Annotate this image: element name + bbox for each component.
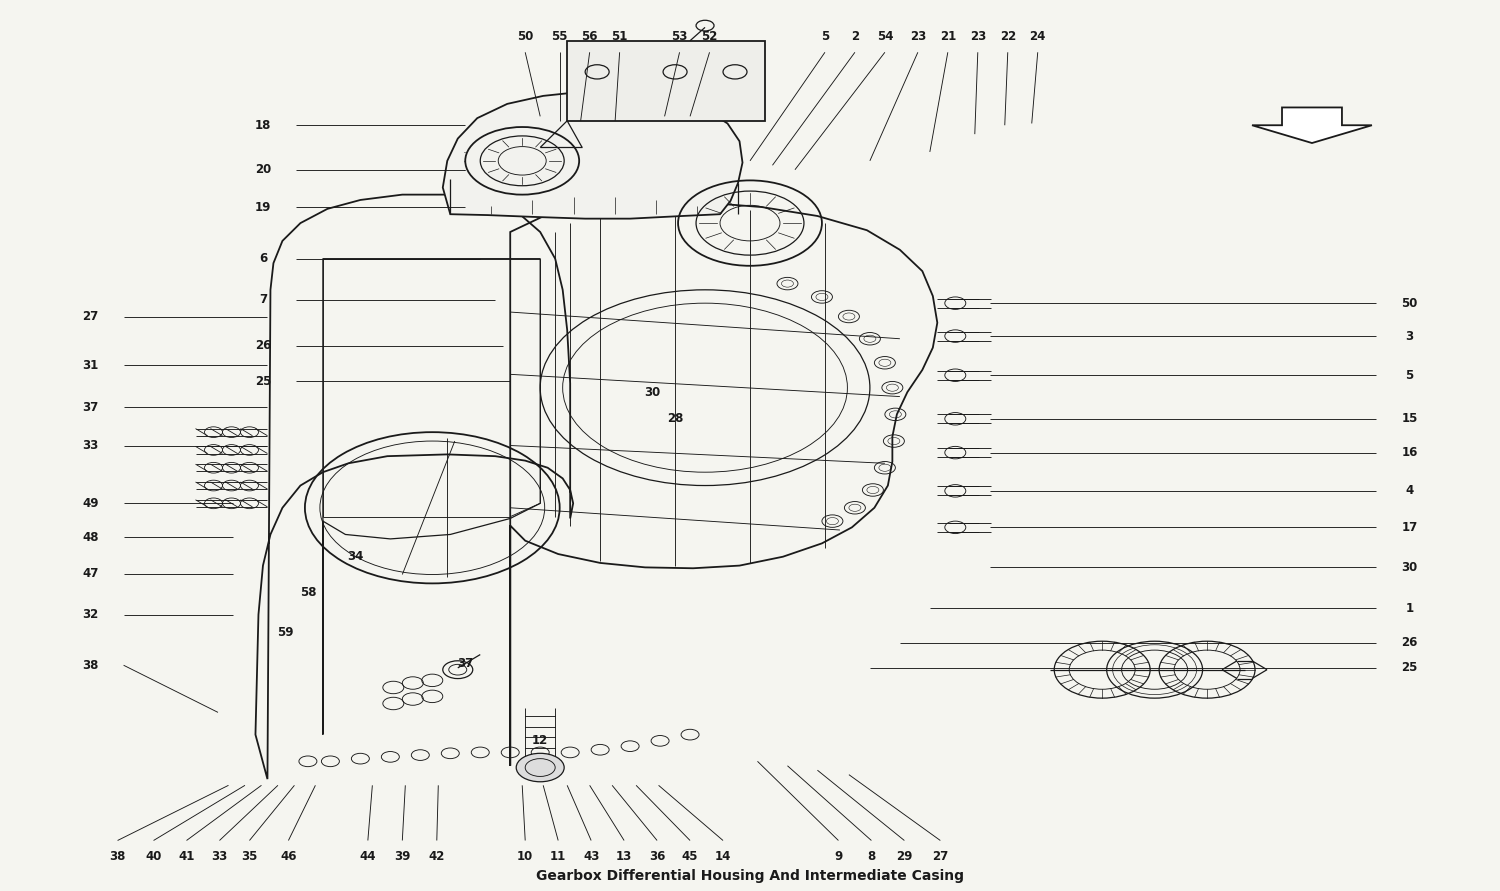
Text: 3: 3 bbox=[1406, 330, 1413, 342]
Text: 24: 24 bbox=[1029, 29, 1045, 43]
Text: 48: 48 bbox=[82, 531, 99, 544]
Text: 42: 42 bbox=[429, 850, 445, 863]
Text: 17: 17 bbox=[1401, 521, 1417, 534]
Text: 40: 40 bbox=[146, 850, 162, 863]
Text: 50: 50 bbox=[1401, 297, 1417, 310]
Text: 9: 9 bbox=[834, 850, 843, 863]
Text: 59: 59 bbox=[278, 625, 294, 639]
Text: 27: 27 bbox=[932, 850, 948, 863]
Text: 31: 31 bbox=[82, 359, 99, 372]
Text: 23: 23 bbox=[969, 29, 986, 43]
Polygon shape bbox=[567, 41, 765, 121]
Text: 37: 37 bbox=[82, 401, 99, 413]
Text: 26: 26 bbox=[255, 339, 272, 352]
Text: 6: 6 bbox=[260, 252, 267, 266]
Text: 38: 38 bbox=[110, 850, 126, 863]
Text: 7: 7 bbox=[260, 293, 267, 307]
Text: 25: 25 bbox=[1401, 661, 1417, 674]
Text: 29: 29 bbox=[896, 850, 912, 863]
Text: 56: 56 bbox=[582, 29, 598, 43]
Text: 4: 4 bbox=[1406, 485, 1413, 497]
Text: 58: 58 bbox=[300, 585, 316, 599]
Text: 28: 28 bbox=[668, 413, 684, 425]
Text: 14: 14 bbox=[716, 850, 730, 863]
Text: 11: 11 bbox=[550, 850, 567, 863]
Text: 49: 49 bbox=[82, 497, 99, 510]
Text: 43: 43 bbox=[584, 850, 600, 863]
Text: 16: 16 bbox=[1401, 446, 1417, 459]
Text: 10: 10 bbox=[518, 850, 534, 863]
Text: 36: 36 bbox=[650, 850, 666, 863]
Text: 2: 2 bbox=[850, 29, 859, 43]
Text: 12: 12 bbox=[532, 734, 549, 748]
Text: 39: 39 bbox=[394, 850, 411, 863]
Text: 47: 47 bbox=[82, 567, 99, 580]
Text: 37: 37 bbox=[458, 657, 474, 670]
Text: 32: 32 bbox=[82, 608, 99, 621]
Text: 5: 5 bbox=[821, 29, 830, 43]
Text: 30: 30 bbox=[645, 386, 660, 398]
Text: 22: 22 bbox=[999, 29, 1016, 43]
Text: 27: 27 bbox=[82, 310, 99, 323]
Text: 34: 34 bbox=[348, 551, 364, 563]
Text: 38: 38 bbox=[82, 658, 99, 672]
Text: 13: 13 bbox=[616, 850, 632, 863]
Text: 45: 45 bbox=[682, 850, 699, 863]
Text: 46: 46 bbox=[280, 850, 297, 863]
Text: 8: 8 bbox=[867, 850, 876, 863]
Text: 54: 54 bbox=[876, 29, 892, 43]
Text: 25: 25 bbox=[255, 375, 272, 388]
Text: 20: 20 bbox=[255, 163, 272, 176]
Text: 19: 19 bbox=[255, 200, 272, 214]
Text: 23: 23 bbox=[909, 29, 926, 43]
Text: 44: 44 bbox=[360, 850, 376, 863]
Text: 18: 18 bbox=[255, 119, 272, 132]
Polygon shape bbox=[442, 92, 742, 218]
Text: 55: 55 bbox=[552, 29, 568, 43]
Text: 21: 21 bbox=[939, 29, 956, 43]
Text: Gearbox Differential Housing And Intermediate Casing: Gearbox Differential Housing And Interme… bbox=[536, 870, 964, 883]
Text: 30: 30 bbox=[1401, 560, 1417, 574]
Text: 53: 53 bbox=[672, 29, 688, 43]
Text: 26: 26 bbox=[1401, 636, 1417, 650]
Text: 35: 35 bbox=[242, 850, 258, 863]
Text: 51: 51 bbox=[612, 29, 628, 43]
Circle shape bbox=[516, 753, 564, 781]
Text: 50: 50 bbox=[518, 29, 534, 43]
Text: 52: 52 bbox=[702, 29, 717, 43]
Text: 41: 41 bbox=[178, 850, 195, 863]
Polygon shape bbox=[1252, 108, 1372, 143]
Text: 15: 15 bbox=[1401, 413, 1417, 425]
Text: 1: 1 bbox=[1406, 601, 1413, 615]
Text: 33: 33 bbox=[211, 850, 228, 863]
Text: 33: 33 bbox=[82, 439, 99, 452]
Text: 5: 5 bbox=[1406, 369, 1413, 381]
